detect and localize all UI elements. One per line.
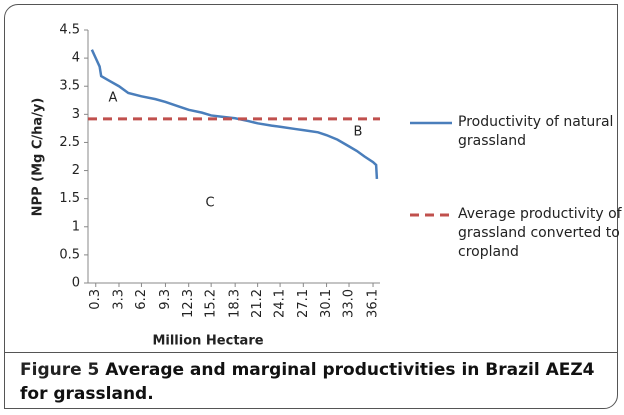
x-tick-label: 9.3 — [158, 289, 173, 310]
y-tick-label: 2.5 — [59, 135, 80, 150]
x-tick-label: 0.3 — [88, 289, 103, 310]
x-tick-label: 21.2 — [250, 289, 265, 318]
separator — [4, 352, 618, 353]
y-tick-label: 3 — [72, 107, 80, 122]
y-tick-label: 3.5 — [59, 79, 80, 94]
x-tick-label: 36.1 — [366, 289, 381, 318]
frame — [4, 4, 618, 409]
x-tick-label: 6.2 — [134, 289, 149, 310]
line-series — [90, 49, 379, 180]
x-tick-label: 33.0 — [342, 289, 357, 318]
x-tick-label: 30.1 — [319, 289, 334, 318]
y-tick-label: 2 — [72, 163, 80, 178]
annotation: A — [109, 91, 118, 106]
annotation: B — [354, 125, 363, 140]
y-tick-label: 0 — [72, 276, 80, 291]
legend-label: Average productivity of grassland conver… — [458, 206, 622, 260]
legend-label: Productivity of natural grassland — [458, 114, 614, 149]
x-tick-label: 15.2 — [204, 289, 219, 318]
caption: Figure 5 Average and marginal productivi… — [20, 358, 620, 406]
y-tick-label: 0.5 — [59, 247, 80, 262]
caption-text: Average and marginal productivities in B… — [20, 360, 595, 404]
x-tick-label: 18.3 — [228, 289, 243, 318]
annotation: C — [205, 196, 214, 211]
x-axis-label: Million Hectare — [152, 334, 263, 349]
y-tick-label: 1.5 — [59, 191, 80, 206]
y-axis-label: NPP (Mg C/ha/y) — [31, 98, 46, 217]
x-tick-label: 12.3 — [181, 289, 196, 318]
figure-label: Figure 5 — [20, 360, 100, 380]
y-tick-label: 1 — [72, 219, 80, 234]
y-tick-label: 4 — [72, 51, 80, 66]
x-tick-label: 24.1 — [273, 289, 288, 318]
x-tick-label: 27.1 — [296, 289, 311, 318]
x-tick-label: 3.3 — [111, 289, 126, 310]
y-tick-label: 4.5 — [59, 23, 80, 38]
